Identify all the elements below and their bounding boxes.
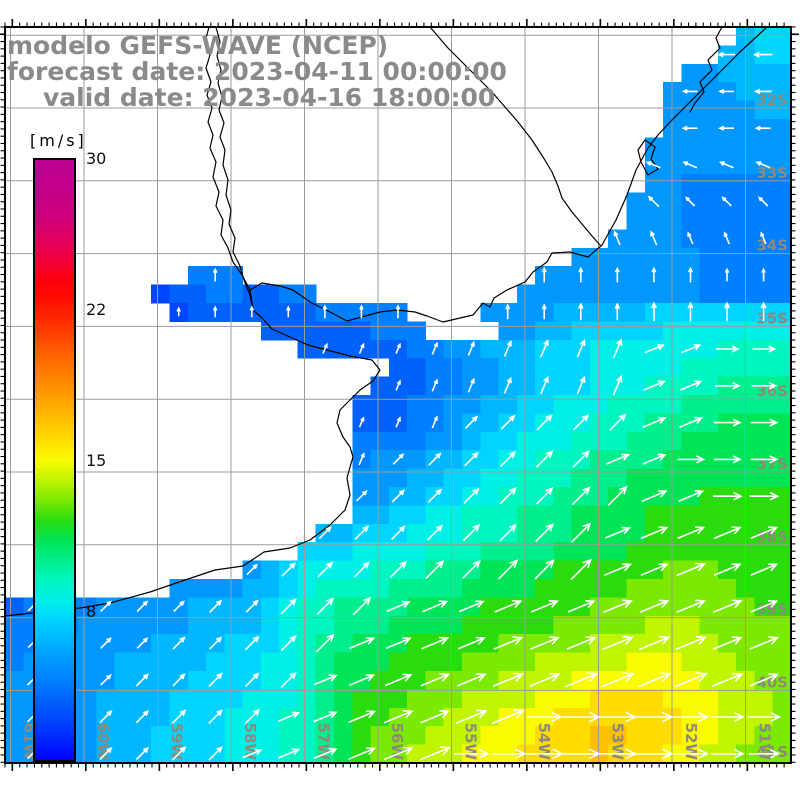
lon-label-54W: 54W [535, 723, 553, 761]
lon-label-58W: 58W [241, 723, 259, 761]
lon-label-53W: 53W [609, 723, 627, 761]
coastline-layer [4, 26, 768, 617]
lon-label-61W: 61W [21, 723, 39, 761]
lon-label-55W: 55W [462, 723, 480, 761]
lat-label-33S: 33S [756, 164, 788, 182]
lon-label-56W: 56W [388, 723, 406, 761]
lon-label-57W: 57W [315, 723, 333, 761]
lat-label-40S: 40S [756, 673, 788, 691]
lat-label-38S: 38S [756, 528, 788, 546]
wind-arrow-layer [26, 51, 782, 761]
lon-label-51W: 51W [756, 723, 774, 761]
lat-label-32S: 32S [756, 91, 788, 109]
lat-label-41S: 41S [756, 743, 788, 761]
lon-label-60W: 60W [94, 723, 112, 761]
lat-label-39S: 39S [756, 601, 788, 619]
lon-label-59W: 59W [168, 723, 186, 761]
graticule-layer [5, 27, 791, 763]
map-frame [0, 19, 799, 771]
lat-label-34S: 34S [756, 237, 788, 255]
lat-label-35S: 35S [756, 309, 788, 327]
lat-label-36S: 36S [756, 382, 788, 400]
lon-label-52W: 52W [682, 723, 700, 761]
